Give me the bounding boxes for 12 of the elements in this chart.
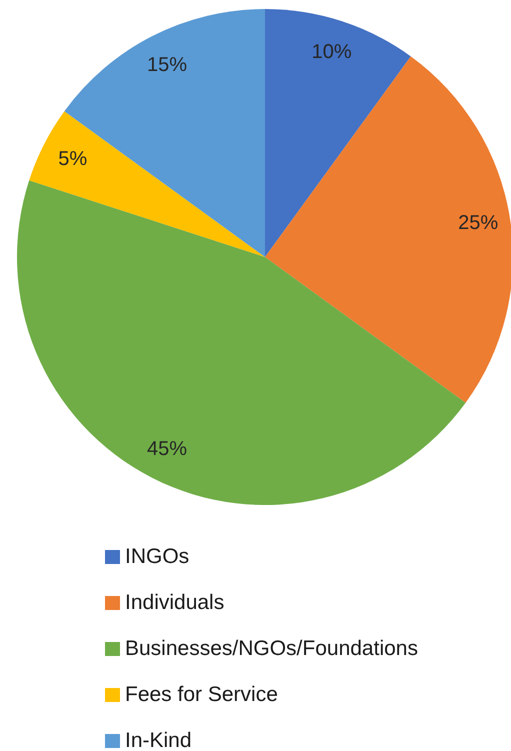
legend-label: In-Kind — [125, 729, 192, 751]
pie-slice — [29, 111, 265, 257]
legend-label: Businesses/NGOs/Foundations — [125, 637, 418, 661]
pie-slice — [265, 9, 411, 257]
data-label: 5% — [58, 148, 88, 170]
data-label: 45% — [147, 438, 188, 460]
data-label: 15% — [147, 54, 188, 76]
legend-label: Individuals — [125, 591, 224, 615]
legend-label: INGOs — [125, 545, 190, 569]
legend-label: Fees for Service — [125, 683, 278, 707]
data-label: 10% — [312, 40, 352, 63]
data-label: 25% — [458, 212, 498, 234]
